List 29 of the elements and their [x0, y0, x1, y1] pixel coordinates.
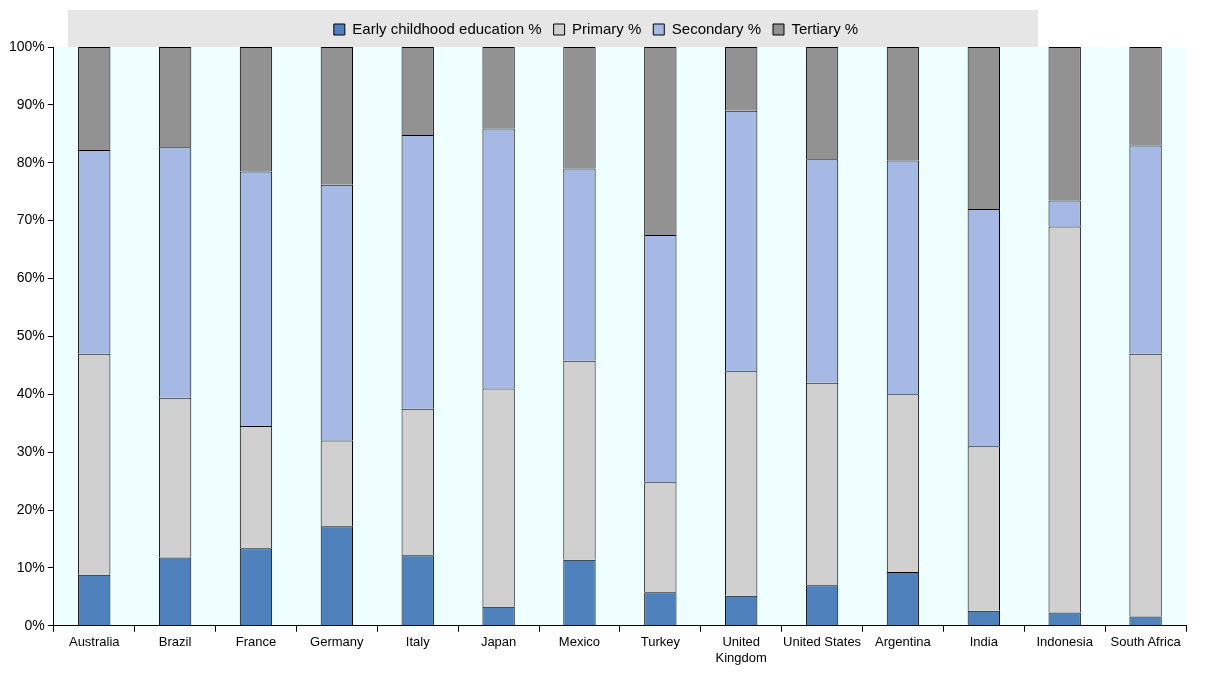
legend-label: Primary % [572, 19, 642, 37]
y-tick-label: 90% [16, 95, 45, 112]
y-tick-label: 70% [16, 211, 45, 228]
y-tick-label: 40% [16, 385, 45, 402]
x-tick-label: Japan [480, 634, 517, 650]
y-tick-label: 20% [16, 500, 45, 517]
legend-label: Secondary % [671, 19, 761, 37]
x-tick-label: India [969, 634, 999, 650]
y-tick-label: 60% [16, 269, 45, 286]
x-tick-label: Mexico [558, 634, 601, 650]
y-tick-label: 100% [8, 37, 45, 54]
y-tick-label: 0% [24, 616, 45, 633]
x-tick-label: Germany [310, 634, 365, 650]
y-tick-label: 30% [16, 443, 45, 460]
x-tick-label: Turkey [640, 634, 681, 650]
x-tick-label: South Africa [1110, 634, 1182, 650]
x-tick-label: Italy [405, 634, 431, 650]
x-tick-label: France [235, 634, 277, 650]
x-tick-label: Indonesia [1036, 634, 1094, 650]
x-tick-label: Brazil [158, 634, 192, 650]
x-tick-label: United States [783, 634, 862, 650]
x-tick-label: United Kingdom [715, 634, 767, 665]
legend-label: Tertiary % [791, 19, 859, 37]
x-tick-label: Argentina [875, 634, 932, 650]
y-tick-label: 80% [16, 153, 45, 170]
y-tick-label: 10% [16, 558, 45, 575]
y-tick-label: 50% [16, 327, 45, 344]
x-tick-label: Australia [68, 634, 121, 650]
legend-label: Early childhood education % [352, 19, 542, 37]
